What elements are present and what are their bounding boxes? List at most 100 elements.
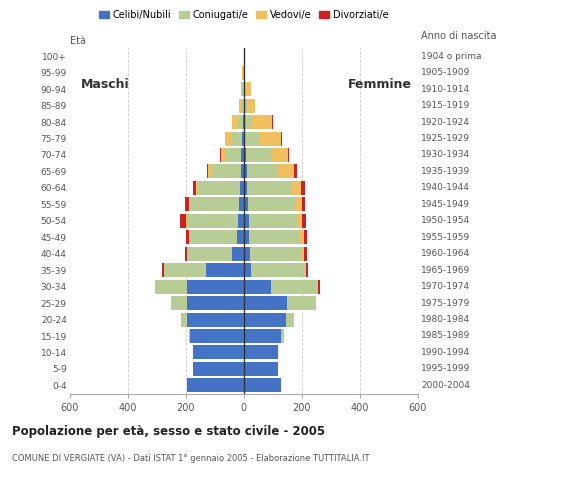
Bar bbox=[187, 280, 244, 294]
Text: 1930-1934: 1930-1934 bbox=[421, 150, 470, 159]
Bar bbox=[241, 148, 244, 162]
Text: 1955-1959: 1955-1959 bbox=[421, 233, 470, 242]
Text: 1985-1989: 1985-1989 bbox=[421, 332, 470, 340]
Bar bbox=[270, 148, 288, 162]
Bar bbox=[300, 230, 304, 244]
Bar bbox=[288, 148, 289, 162]
Text: Maschi: Maschi bbox=[81, 78, 130, 91]
Bar bbox=[246, 165, 278, 179]
Bar bbox=[304, 247, 306, 261]
Bar bbox=[187, 247, 232, 261]
Bar bbox=[271, 280, 317, 294]
Bar bbox=[287, 296, 316, 310]
Bar bbox=[244, 132, 245, 145]
Bar bbox=[164, 263, 206, 277]
Bar bbox=[194, 181, 196, 195]
Bar bbox=[187, 378, 244, 392]
Bar bbox=[244, 312, 285, 326]
Text: COMUNE DI VERGIATE (VA) - Dati ISTAT 1° gennaio 2005 - Elaborazione TUTTITALIA.I: COMUNE DI VERGIATE (VA) - Dati ISTAT 1° … bbox=[12, 454, 369, 463]
Bar bbox=[241, 165, 244, 179]
Bar bbox=[171, 296, 187, 310]
Text: 1990-1994: 1990-1994 bbox=[421, 348, 470, 357]
Text: 2000-2004: 2000-2004 bbox=[421, 381, 470, 390]
Bar bbox=[244, 362, 278, 376]
Bar bbox=[212, 165, 241, 179]
Text: 1970-1974: 1970-1974 bbox=[421, 282, 470, 291]
Text: 1965-1969: 1965-1969 bbox=[421, 265, 470, 275]
Text: 1905-1909: 1905-1909 bbox=[421, 68, 470, 77]
Text: 1920-1924: 1920-1924 bbox=[421, 118, 470, 127]
Text: Femmine: Femmine bbox=[348, 78, 412, 91]
Text: Anno di nascita: Anno di nascita bbox=[421, 31, 496, 41]
Bar bbox=[155, 280, 187, 294]
Bar bbox=[285, 312, 294, 326]
Bar bbox=[196, 181, 198, 195]
Bar bbox=[193, 362, 244, 376]
Bar bbox=[244, 66, 245, 80]
Bar bbox=[225, 148, 241, 162]
Bar bbox=[247, 181, 291, 195]
Bar bbox=[296, 197, 302, 211]
Bar bbox=[244, 280, 271, 294]
Bar bbox=[190, 329, 244, 343]
Bar bbox=[186, 214, 188, 228]
Bar bbox=[278, 165, 294, 179]
Bar bbox=[244, 346, 278, 360]
Bar bbox=[180, 214, 186, 228]
Bar bbox=[181, 312, 187, 326]
Bar bbox=[245, 132, 260, 145]
Bar bbox=[207, 165, 208, 179]
Bar bbox=[241, 82, 242, 96]
Bar bbox=[244, 148, 246, 162]
Text: 1910-1914: 1910-1914 bbox=[421, 84, 470, 94]
Text: 1950-1954: 1950-1954 bbox=[421, 216, 470, 225]
Bar bbox=[244, 165, 246, 179]
Bar bbox=[237, 230, 244, 244]
Bar bbox=[281, 329, 284, 343]
Bar bbox=[246, 98, 255, 113]
Bar bbox=[232, 132, 242, 145]
Bar bbox=[303, 214, 306, 228]
Bar bbox=[190, 197, 239, 211]
Bar bbox=[243, 66, 244, 80]
Bar bbox=[281, 132, 282, 145]
Text: 1980-1984: 1980-1984 bbox=[421, 315, 470, 324]
Text: 1995-1999: 1995-1999 bbox=[421, 364, 470, 373]
Bar bbox=[246, 148, 270, 162]
Text: 1904 o prima: 1904 o prima bbox=[421, 52, 481, 61]
Bar bbox=[244, 296, 287, 310]
Bar bbox=[248, 197, 296, 211]
Text: 1945-1949: 1945-1949 bbox=[421, 200, 470, 209]
Bar bbox=[240, 181, 244, 195]
Bar bbox=[260, 132, 281, 145]
Bar bbox=[242, 66, 243, 80]
Bar bbox=[244, 115, 245, 129]
Bar bbox=[301, 247, 304, 261]
Bar bbox=[295, 165, 297, 179]
Bar bbox=[244, 230, 249, 244]
Text: 1940-1944: 1940-1944 bbox=[421, 183, 470, 192]
Bar bbox=[232, 247, 244, 261]
Bar bbox=[239, 197, 244, 211]
Bar bbox=[187, 312, 244, 326]
Bar bbox=[242, 132, 244, 145]
Legend: Celibi/Nubili, Coniugati/e, Vedovi/e, Divorziati/e: Celibi/Nubili, Coniugati/e, Vedovi/e, Di… bbox=[97, 8, 390, 22]
Text: Popolazione per età, sesso e stato civile - 2005: Popolazione per età, sesso e stato civil… bbox=[12, 425, 325, 438]
Text: 1925-1929: 1925-1929 bbox=[421, 134, 470, 143]
Bar bbox=[238, 115, 243, 129]
Bar bbox=[241, 98, 244, 113]
Bar bbox=[298, 214, 303, 228]
Bar bbox=[246, 82, 252, 96]
Bar bbox=[318, 280, 320, 294]
Bar bbox=[188, 329, 190, 343]
Bar bbox=[243, 115, 244, 129]
Bar bbox=[249, 214, 298, 228]
Bar bbox=[250, 247, 301, 261]
Bar bbox=[184, 247, 187, 261]
Bar bbox=[186, 230, 189, 244]
Text: Età: Età bbox=[70, 36, 86, 47]
Bar bbox=[225, 132, 232, 145]
Bar bbox=[185, 197, 188, 211]
Bar bbox=[244, 378, 281, 392]
Bar bbox=[161, 263, 164, 277]
